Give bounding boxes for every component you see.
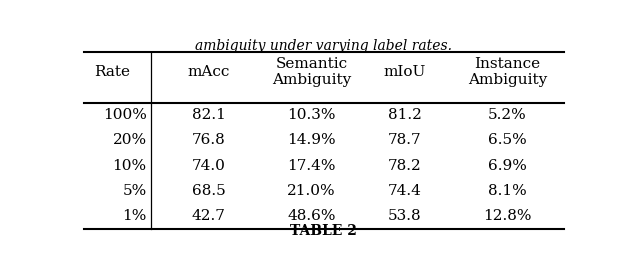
Text: 82.1: 82.1 — [192, 108, 226, 122]
Text: 6.9%: 6.9% — [488, 159, 527, 173]
Text: 76.8: 76.8 — [192, 133, 226, 147]
Text: Instance
Ambiguity: Instance Ambiguity — [468, 57, 547, 87]
Text: 8.1%: 8.1% — [488, 184, 527, 198]
Text: 1%: 1% — [122, 209, 147, 223]
Text: 20%: 20% — [112, 133, 147, 147]
Text: TABLE 2: TABLE 2 — [291, 224, 357, 238]
Text: 100%: 100% — [103, 108, 147, 122]
Text: 74.0: 74.0 — [192, 159, 226, 173]
Text: 6.5%: 6.5% — [488, 133, 527, 147]
Text: 48.6%: 48.6% — [288, 209, 336, 223]
Text: mIoU: mIoU — [384, 65, 426, 79]
Text: mAcc: mAcc — [188, 65, 230, 79]
Text: 12.8%: 12.8% — [483, 209, 532, 223]
Text: ambiguity under varying label rates.: ambiguity under varying label rates. — [195, 39, 453, 53]
Text: 14.9%: 14.9% — [288, 133, 336, 147]
Text: 53.8: 53.8 — [388, 209, 422, 223]
Text: 5%: 5% — [123, 184, 147, 198]
Text: 42.7: 42.7 — [192, 209, 226, 223]
Text: 10.3%: 10.3% — [288, 108, 336, 122]
Text: Semantic
Ambiguity: Semantic Ambiguity — [272, 57, 351, 87]
Text: 81.2: 81.2 — [388, 108, 422, 122]
Text: 21.0%: 21.0% — [288, 184, 336, 198]
Text: 68.5: 68.5 — [192, 184, 226, 198]
Text: 74.4: 74.4 — [388, 184, 422, 198]
Text: 78.2: 78.2 — [388, 159, 422, 173]
Text: 10%: 10% — [112, 159, 147, 173]
Text: 5.2%: 5.2% — [488, 108, 527, 122]
Text: 78.7: 78.7 — [388, 133, 422, 147]
Text: Rate: Rate — [94, 65, 130, 79]
Text: 17.4%: 17.4% — [288, 159, 336, 173]
